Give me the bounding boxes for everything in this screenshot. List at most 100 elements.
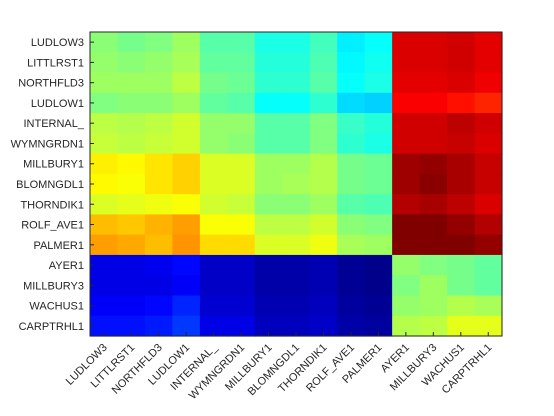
heatmap-cell — [282, 92, 311, 114]
heatmap-cell — [392, 194, 421, 215]
heatmap-cell — [90, 92, 119, 114]
heatmap-cell — [364, 133, 393, 155]
heatmap-cell — [117, 153, 146, 175]
heatmap-cell — [254, 173, 283, 195]
heatmap-cell — [90, 214, 119, 236]
heatmap-cell — [392, 275, 421, 297]
heatmap-cell — [117, 295, 146, 317]
heatmap-cell — [447, 234, 476, 256]
heatmap-cell — [144, 133, 173, 155]
heatmap-cell — [282, 173, 311, 195]
heatmap-cell — [447, 173, 476, 195]
heatmap-cell — [199, 52, 228, 74]
heatmap-cell — [117, 32, 146, 53]
heatmap-cell — [117, 92, 146, 114]
heatmap-cell — [309, 315, 338, 337]
row-tick-label: MILLBURY1 — [23, 159, 84, 171]
heatmap-cell — [337, 295, 366, 317]
heatmap-cell — [392, 72, 421, 94]
heatmap-cell — [254, 32, 283, 53]
heatmap-cell — [419, 153, 448, 175]
heatmap-cell — [392, 133, 421, 155]
heatmap-cell — [447, 254, 476, 276]
heatmap-cell — [90, 173, 119, 195]
heatmap-cell — [117, 275, 146, 297]
heatmap-cell — [447, 153, 476, 175]
heatmap-cell — [144, 214, 173, 236]
row-tick-label: WYMNGRDN1 — [11, 138, 84, 150]
heatmap-cell — [282, 234, 311, 256]
heatmap-cell — [419, 214, 448, 236]
heatmap-cell — [309, 214, 338, 236]
heatmap-cell — [254, 234, 283, 256]
heatmap-cell — [199, 153, 228, 175]
heatmap-cell — [90, 113, 119, 134]
heatmap-cell — [199, 295, 228, 317]
heatmap-cell — [90, 153, 119, 175]
heatmap-cell — [364, 275, 393, 297]
heatmap-cell — [144, 194, 173, 215]
heatmap-cell — [364, 194, 393, 215]
row-tick-label: THORNDIK1 — [20, 199, 84, 211]
heatmap-cell — [117, 113, 146, 134]
axes-frame — [89, 31, 503, 337]
heatmap-cell — [364, 72, 393, 94]
heatmap-cell — [254, 214, 283, 236]
heatmap-cell — [282, 113, 311, 134]
heatmap-cell — [90, 234, 119, 256]
heatmap-cell — [364, 92, 393, 114]
heatmap-cell — [172, 32, 201, 53]
heatmap-cell — [254, 113, 283, 134]
heatmap-cell — [337, 214, 366, 236]
heatmap-cell — [199, 113, 228, 134]
row-tick-label: CARPTRHL1 — [19, 321, 84, 333]
heatmap-cell — [474, 194, 503, 215]
heatmap-cell — [199, 234, 228, 256]
heatmap-cell — [419, 234, 448, 256]
heatmap-cell — [117, 72, 146, 94]
heatmap-cell — [199, 72, 228, 94]
heatmap-cell — [364, 52, 393, 74]
heatmap-cell — [90, 194, 119, 215]
heatmap-cell — [309, 234, 338, 256]
row-tick-label: WACHUS1 — [29, 301, 84, 313]
heatmap-cell — [474, 275, 503, 297]
heatmap-cell — [282, 295, 311, 317]
heatmap-cell — [254, 72, 283, 94]
heatmap-cell — [392, 315, 421, 337]
heatmap-cell — [117, 315, 146, 337]
heatmap-cell — [117, 52, 146, 74]
heatmap-cell — [282, 153, 311, 175]
row-tick-label: BLOMNGDL1 — [16, 179, 84, 191]
row-tick-labels: LUDLOW3 LITTLRST1 NORTHFLD3 LUDLOW1 INTERNAL… — [11, 37, 85, 333]
heatmap-cell — [282, 315, 311, 337]
heatmap-cell — [392, 214, 421, 236]
heatmap-cell — [419, 52, 448, 74]
heatmap-cell — [282, 52, 311, 74]
heatmap-cell — [337, 234, 366, 256]
heatmap-cell — [474, 173, 503, 195]
heatmap-cell — [227, 113, 256, 134]
heatmap-cell — [144, 315, 173, 337]
heatmap-cell — [172, 254, 201, 276]
heatmap-cell — [282, 72, 311, 94]
heatmap-cell — [90, 52, 119, 74]
heatmap-cell — [337, 254, 366, 276]
heatmap-cell — [282, 194, 311, 215]
heatmap-cell — [117, 133, 146, 155]
heatmap-cell — [172, 173, 201, 195]
heatmap-cell — [447, 92, 476, 114]
heatmap-cell — [337, 194, 366, 215]
heatmap-cell — [282, 275, 311, 297]
heatmap-cell — [337, 92, 366, 114]
heatmap-cell — [309, 275, 338, 297]
heatmap-cell — [199, 32, 228, 53]
heatmap-cell — [227, 194, 256, 215]
heatmap-cell — [227, 254, 256, 276]
heatmap-cell — [419, 92, 448, 114]
heatmap-cell — [117, 194, 146, 215]
heatmap-cell — [392, 295, 421, 317]
heatmap-cell — [337, 315, 366, 337]
heatmap-cell — [172, 133, 201, 155]
